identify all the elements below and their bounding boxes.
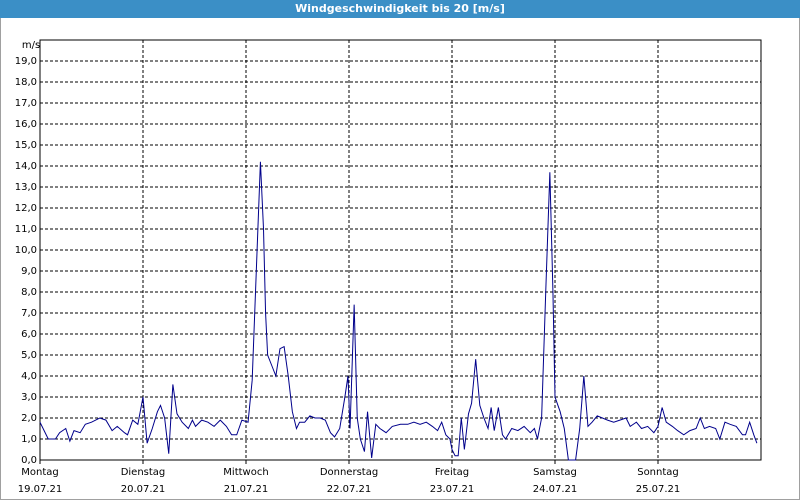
y-tick-label: 18,0 — [15, 77, 37, 88]
x-tick-label: Freitag — [435, 467, 469, 478]
y-tick-label: 19,0 — [15, 56, 37, 67]
x-tick-label: Montag — [21, 467, 58, 478]
y-tick-label: 8,0 — [21, 287, 37, 298]
x-tick-date: 24.07.21 — [533, 484, 578, 495]
y-tick-label: 5,0 — [21, 350, 37, 361]
y-tick-label: 4,0 — [21, 371, 37, 382]
plot-frame — [39, 39, 762, 461]
y-tick-label: 17,0 — [15, 98, 37, 109]
chart-title: Windgeschwindigkeit bis 20 [m/s] — [295, 2, 505, 15]
data-line — [39, 161, 758, 461]
y-tick-label: 15,0 — [15, 140, 37, 151]
x-tick-date: 25.07.21 — [636, 484, 681, 495]
x-tick-label: Donnerstag — [320, 467, 378, 478]
y-tick-label: 0,0 — [21, 455, 37, 466]
x-tick-date: 22.07.21 — [327, 484, 372, 495]
y-tick-label: 12,0 — [15, 203, 37, 214]
x-tick-label: Dienstag — [121, 467, 166, 478]
x-tick-date: 20.07.21 — [121, 484, 166, 495]
y-tick-label: 7,0 — [21, 308, 37, 319]
y-tick-label: 16,0 — [15, 119, 37, 130]
y-tick-label: 6,0 — [21, 329, 37, 340]
x-tick-label: Samstag — [533, 467, 577, 478]
y-tick-label: 1,0 — [21, 434, 37, 445]
y-tick-label: 14,0 — [15, 161, 37, 172]
y-tick-label: 2,0 — [21, 413, 37, 424]
x-tick-date: 21.07.21 — [224, 484, 269, 495]
y-tick-label: 9,0 — [21, 266, 37, 277]
x-tick-label: Mittwoch — [223, 467, 268, 478]
title-bar — [0, 0, 800, 18]
y-axis-label: m/s — [22, 40, 40, 51]
y-tick-label: 11,0 — [15, 224, 37, 235]
y-tick-label: 3,0 — [21, 392, 37, 403]
y-tick-label: 10,0 — [15, 245, 37, 256]
x-tick-date: 19.07.21 — [18, 484, 63, 495]
x-tick-label: Sonntag — [637, 467, 679, 478]
x-tick-date: 23.07.21 — [430, 484, 475, 495]
y-tick-label: 13,0 — [15, 182, 37, 193]
